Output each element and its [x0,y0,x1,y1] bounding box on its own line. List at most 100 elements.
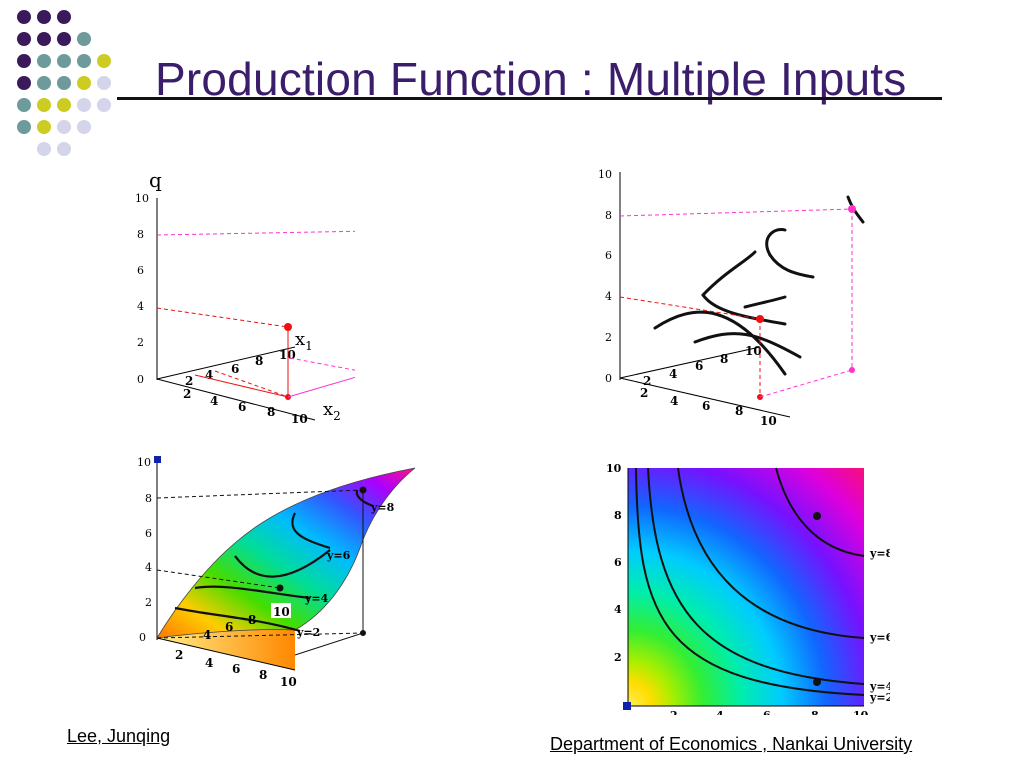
axis-marker [154,456,161,463]
contour-fill [628,468,864,706]
magenta-point-projection [619,208,853,398]
x2-axis-label: x2 [323,399,341,423]
point-high-output [848,205,856,213]
decorative-dot [77,54,91,68]
decorative-dot [97,54,111,68]
tick-label: 2 [605,331,612,344]
tick-label: 10 [291,412,308,426]
decorative-dot [17,10,31,24]
contour-point [813,512,821,520]
tick-label: 4 [145,561,152,574]
x1-axis-ticks: 4 6 8 10 [203,603,291,642]
x1-axis [156,346,296,380]
tick-label: 10 [280,675,297,689]
red-point-projection [619,296,761,397]
contour-labels: y=2 y=4 y=6 y=8 [869,547,890,704]
tick-label: 6 [238,400,246,414]
contour-label: y=2 [869,691,890,704]
decorative-dot [57,54,71,68]
tick-label: 2 [185,374,193,388]
contour-label: y=6 [869,631,890,644]
decorative-dot [37,10,51,24]
vertical-axis-ticks: 0 2 4 6 8 10 [598,168,612,385]
decorative-dot [17,54,31,68]
contour-labels: y=2 y=4 y=6 y=8 [296,501,395,639]
tick-label: 10 [137,456,151,469]
tick-label-bg [271,603,291,618]
decorative-dot [77,98,91,112]
tick-label: 8 [255,354,263,368]
tick-label: 10 [853,709,869,715]
contour-label: y=8 [869,547,890,560]
base-plane [157,623,295,670]
tick-label: 6 [231,362,239,376]
decorative-dot [77,76,91,90]
tick-label: 6 [225,620,233,634]
surface-projection-lines [156,489,364,656]
production-surface [156,467,416,639]
decorative-dot [37,120,51,134]
tick-label: 8 [137,228,144,241]
tick-label: 2 [183,387,191,401]
decorative-dot [17,120,31,134]
contour-lines [635,467,865,696]
decorative-dot [37,32,51,46]
tick-label: 6 [145,527,152,540]
tick-label: 8 [267,405,275,419]
base-point [360,630,366,636]
tick-label: 8 [811,709,819,715]
point-low-output [756,315,764,323]
tick-label: 4 [205,656,213,670]
tick-label: 8 [735,404,743,418]
decorative-dot [37,76,51,90]
tick-label: 2 [640,386,648,400]
tick-label: 4 [137,300,144,313]
tick-label: 8 [145,492,152,505]
vertical-axis-ticks: 0 2 4 6 8 10 [135,192,149,386]
x2-axis-ticks: 2 4 6 8 10 [175,648,297,689]
author-name: Lee, Junqing [67,726,171,746]
x1-axis-label: x1 [295,329,313,353]
tick-label: 6 [614,556,622,569]
isoquant-curves [653,195,865,376]
tick-label: 8 [614,509,622,522]
tick-label: 2 [145,596,152,609]
tick-label: 6 [232,662,240,676]
x2-axis [619,377,791,418]
tick-label: 0 [139,631,146,644]
affiliation: Department of Economics , Nankai Univers… [550,734,913,754]
magenta-point-projection [156,230,355,398]
tick-label: 8 [259,668,267,682]
tick-label: 4 [203,628,211,642]
tick-label: 6 [137,264,144,277]
decorative-dot [57,142,71,156]
decorative-dot [17,98,31,112]
slide-title: Production Function : Multiple Inputs [155,53,907,105]
tick-label: 2 [643,374,651,388]
tick-label: 4 [669,367,677,381]
decorative-dot [37,98,51,112]
figure-3d-point: q 0 2 4 6 8 10 2 4 6 8 10 2 4 6 8 10 x1 … [135,165,355,435]
x-axis-ticks: 2 4 6 8 10 [670,709,869,715]
x2-axis-ticks: 2 4 6 8 10 [640,386,777,428]
tick-label: 10 [760,414,777,428]
decorative-dot-grid [17,10,111,156]
figure-3d-isoquant-curves: 0 2 4 6 8 10 2 4 6 8 10 2 4 6 8 10 [585,152,875,437]
red-point-projection [156,307,289,398]
tick-label: 4 [205,368,213,382]
x2-axis [156,378,316,421]
decorative-dot [57,10,71,24]
point-base-high [849,367,855,373]
point-low-output [284,323,292,331]
tick-label: 8 [605,209,612,222]
decorative-dot [17,76,31,90]
tick-label: 6 [763,709,771,715]
title-underline [117,97,942,100]
tick-label: 10 [606,462,622,475]
tick-label: 8 [720,352,728,366]
contour-label: y=8 [370,501,395,514]
tick-label: 2 [175,648,183,662]
contour-label: y=6 [326,549,351,562]
contour-point [813,678,821,686]
decorative-dot [57,120,71,134]
